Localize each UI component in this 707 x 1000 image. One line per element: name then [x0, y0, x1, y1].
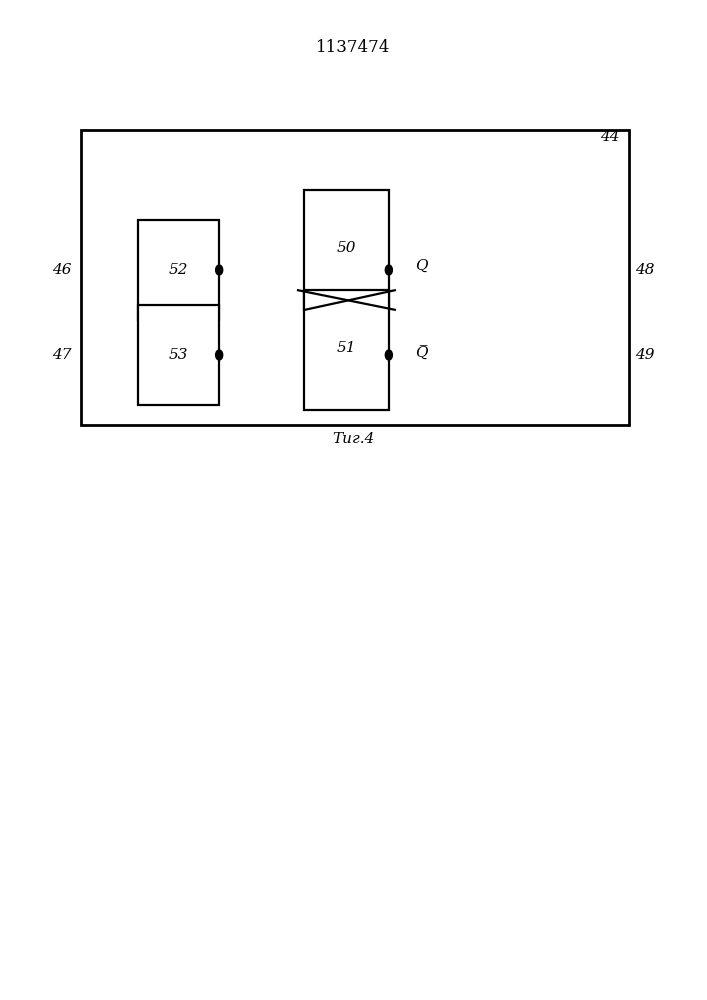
Text: Q: Q	[415, 259, 428, 273]
Text: 49: 49	[635, 348, 655, 362]
Text: 53: 53	[168, 348, 188, 362]
Text: 1137474: 1137474	[316, 39, 391, 56]
Text: Q̅: Q̅	[415, 347, 428, 361]
Circle shape	[385, 350, 392, 360]
Circle shape	[216, 350, 223, 360]
Text: 47: 47	[52, 348, 72, 362]
Text: Τиг.4: Τиг.4	[332, 432, 375, 446]
Text: 46: 46	[52, 263, 72, 277]
Circle shape	[216, 265, 223, 275]
Bar	[304, 290, 389, 410]
Circle shape	[385, 265, 392, 275]
Text: 50: 50	[337, 241, 356, 255]
Text: 52: 52	[168, 263, 188, 277]
Bar	[304, 190, 389, 310]
Text: 48: 48	[635, 263, 655, 277]
Bar	[138, 220, 219, 320]
Bar	[138, 305, 219, 405]
Bar	[81, 130, 629, 425]
Text: 51: 51	[337, 341, 356, 355]
Text: 44: 44	[600, 130, 619, 144]
